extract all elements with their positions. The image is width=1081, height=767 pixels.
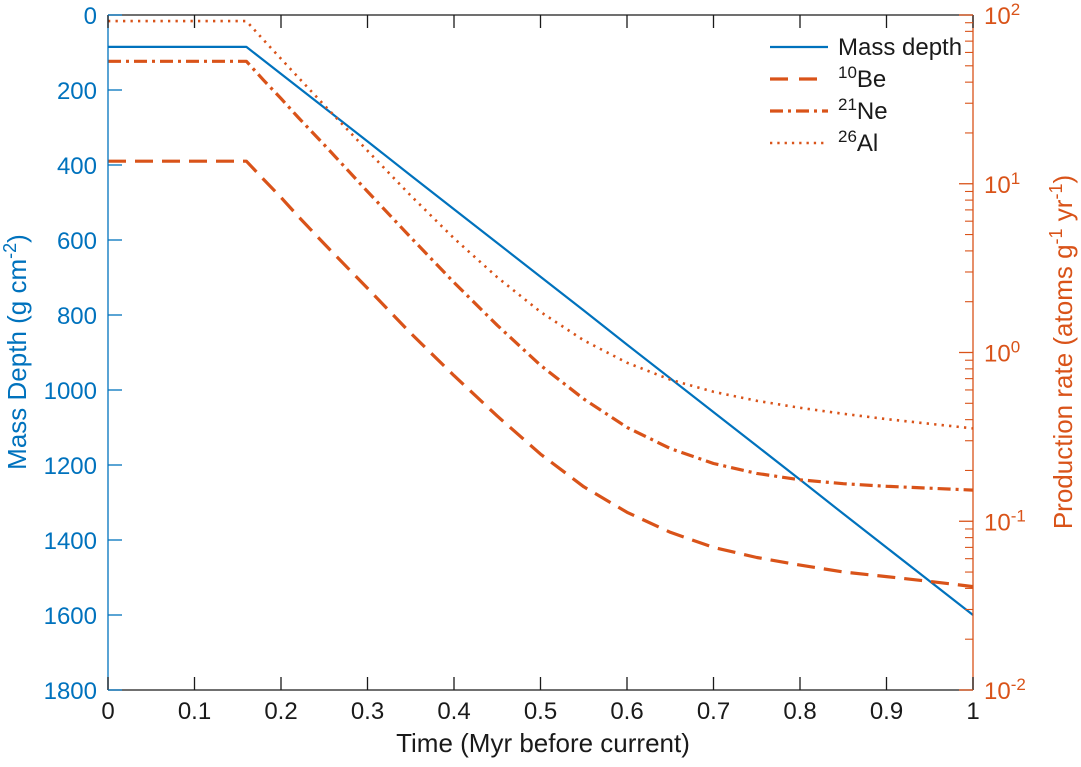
x-tick-label: 0.8 [783,698,816,725]
right-y-tick-label: 101 [984,169,1020,199]
left-y-tick-label: 1600 [44,603,97,630]
right-y-tick-label: 102 [984,0,1020,30]
x-axis-label: Time (Myr before current) [396,728,690,758]
series-line-al [108,19,974,430]
x-tick-label: 0.5 [524,698,557,725]
left-y-tick-label: 1400 [44,528,97,555]
left-y-tick-label: 1800 [44,678,97,705]
series-line-be [108,159,974,589]
series-line-massdepth [108,45,974,616]
right-y-tick-label: 10-2 [984,675,1026,705]
legend-entry-label: 26Al [838,127,878,157]
x-tick-label: 0.7 [697,698,730,725]
x-tick-label: 0.4 [437,698,470,725]
x-tick-label: 0.9 [870,698,903,725]
x-tick-label: 0.2 [264,698,297,725]
x-tick-label: 0 [101,698,114,725]
legend-entry-label: 10Be [838,63,886,93]
x-tick-label: 1 [966,698,979,725]
right-y-tick-label: 10-1 [984,506,1026,536]
left-y-tick-label: 1200 [44,453,97,480]
left-y-tick-label: 400 [57,153,97,180]
left-y-tick-label: 600 [57,228,97,255]
left-y-tick-label: 800 [57,303,97,330]
right-y-axis-label: Production rate (atoms g-1 yr-1) [1046,175,1078,529]
x-tick-label: 0.3 [351,698,384,725]
left-y-tick-label: 1000 [44,378,97,405]
legend-entry-label: Mass depth [838,34,962,61]
left-y-axis-label: Mass Depth (g cm-2) [0,234,32,470]
legend-entry-label: 21Ne [838,95,888,125]
x-tick-label: 0.1 [178,698,211,725]
left-y-tick-label: 200 [57,78,97,105]
series-line-ne [108,59,974,492]
x-tick-label: 0.6 [610,698,643,725]
left-y-tick-label: 0 [84,3,97,30]
right-y-tick-label: 100 [984,338,1020,368]
series-group [108,19,974,616]
